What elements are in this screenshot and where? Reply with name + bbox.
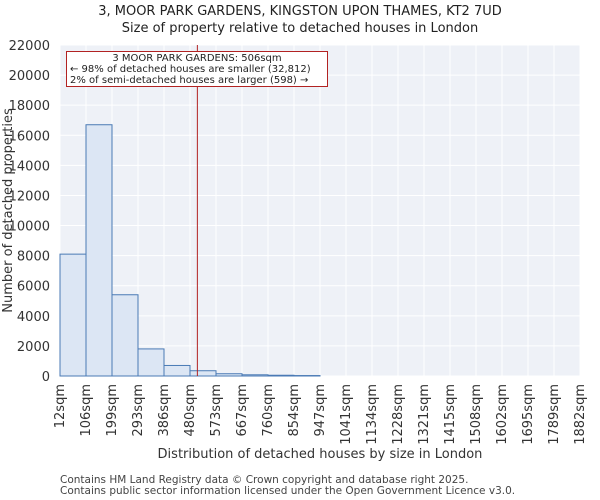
histogram-bar	[137, 348, 165, 377]
x-tick-label: 947sqm	[313, 384, 328, 437]
x-tick-label: 106sqm	[79, 384, 94, 437]
histogram-bar	[241, 374, 269, 377]
x-tick-label: 199sqm	[105, 384, 120, 437]
x-tick-label: 1882sqm	[573, 384, 588, 445]
histogram-bar	[59, 253, 87, 377]
x-tick-label: 480sqm	[183, 384, 198, 437]
chart-subtitle: Size of property relative to detached ho…	[121, 21, 479, 36]
x-tick-label: 667sqm	[235, 384, 250, 437]
x-tick-label: 1415sqm	[443, 384, 458, 445]
histogram-bar	[267, 374, 295, 377]
x-tick-label: 1695sqm	[521, 384, 536, 445]
x-tick-label: 293sqm	[131, 384, 146, 437]
histogram-bar	[85, 124, 113, 377]
y-tick-label: 10000	[9, 220, 50, 235]
x-tick-label: 12sqm	[53, 384, 68, 428]
histogram-bar	[163, 364, 191, 377]
x-tick-label: 1228sqm	[391, 384, 406, 445]
annotation-line-3: 2% of semi-detached houses are larger (5…	[70, 75, 309, 86]
y-tick-label: 14000	[9, 159, 50, 174]
x-tick-label: 854sqm	[287, 384, 302, 437]
x-tick-label: 1508sqm	[469, 384, 484, 445]
y-tick-label: 22000	[9, 39, 50, 54]
x-tick-label: 760sqm	[261, 384, 276, 437]
x-tick-label: 1321sqm	[417, 384, 432, 445]
x-tick-label: 1789sqm	[547, 384, 562, 445]
x-tick-label: 573sqm	[209, 384, 224, 437]
x-tick-label: 1134sqm	[365, 384, 380, 445]
chart-title: 3, MOOR PARK GARDENS, KINGSTON UPON THAM…	[98, 4, 502, 19]
annotation-line-1: 3 MOOR PARK GARDENS: 506sqm	[112, 53, 282, 64]
y-tick-label: 16000	[9, 129, 50, 144]
histogram-bar	[215, 373, 243, 377]
x-tick-label: 386sqm	[157, 384, 172, 437]
y-tick-label: 8000	[17, 250, 50, 265]
histogram-bar	[111, 294, 139, 377]
footer-licence: Contains public sector information licen…	[60, 485, 516, 497]
property-annotation: 3 MOOR PARK GARDENS: 506sqm ← 98% of det…	[66, 51, 328, 87]
y-tick-label: 12000	[9, 189, 50, 204]
x-tick-label: 1041sqm	[339, 384, 354, 445]
histogram-bar	[189, 370, 217, 377]
y-tick-label: 0	[42, 370, 50, 385]
y-tick-label: 18000	[9, 99, 50, 114]
y-tick-label: 6000	[17, 280, 50, 295]
x-tick-label: 1602sqm	[495, 384, 510, 445]
footer-copyright: Contains HM Land Registry data © Crown c…	[60, 474, 469, 486]
annotation-line-2: ← 98% of detached houses are smaller (32…	[70, 64, 311, 75]
x-axis-label: Distribution of detached houses by size …	[158, 447, 483, 462]
y-tick-label: 20000	[9, 69, 50, 84]
y-tick-label: 4000	[17, 310, 50, 325]
y-tick-label: 2000	[17, 340, 50, 355]
y-axis-label: Number of detached properties	[1, 108, 16, 313]
